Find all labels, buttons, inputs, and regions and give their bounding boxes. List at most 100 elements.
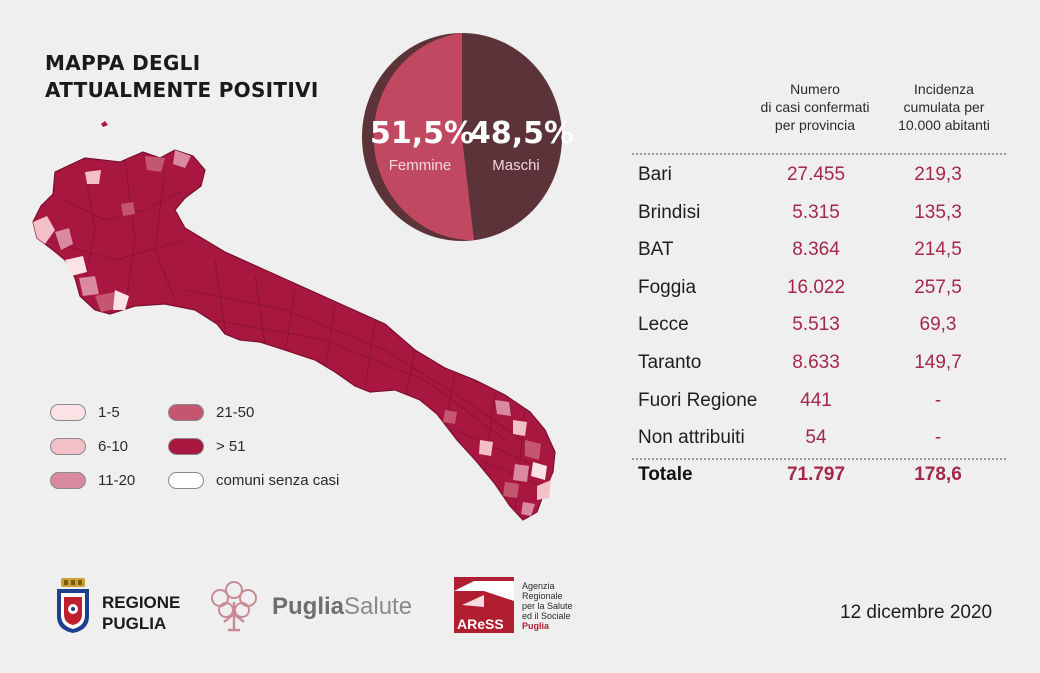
regione-puglia-logo: [55, 578, 91, 639]
table-row: BAT 8.364 214,5: [632, 239, 1006, 275]
legend-swatch: [50, 472, 86, 489]
legend-label: 1-5: [98, 404, 120, 421]
low-case-areas: [33, 150, 551, 516]
row-incidence: 257,5: [914, 276, 962, 298]
row-name: Fuori Regione: [638, 389, 758, 411]
row-cases: 5.513: [792, 314, 840, 336]
table-divider-total: [632, 458, 1006, 460]
aress-logo-text: AReSS: [457, 616, 504, 632]
pie-label-maschi: 48,5% Maschi: [470, 116, 575, 174]
pie-pct-maschi: 48,5%: [470, 116, 575, 151]
puglia-salute-text: PugliaSalute: [272, 593, 412, 621]
row-cases: 16.022: [786, 276, 846, 298]
table-divider: [632, 153, 1006, 155]
legend-label: 6-10: [98, 438, 129, 455]
header-cases-line: Numero: [790, 81, 840, 97]
legend-label: comuni senza casi: [216, 472, 340, 489]
aress-line-puglia: Puglia: [522, 621, 550, 631]
legend-item-11-20: 11-20: [50, 472, 135, 489]
legend-label: 21-50: [216, 404, 255, 421]
header-cases-line: di casi confermati: [760, 99, 870, 115]
legend-swatch: [168, 438, 204, 455]
header-incidence: Incidenza cumulata per 10.000 abitanti: [884, 80, 1004, 134]
table-row: Bari 27.455 219,3: [632, 164, 1006, 200]
legend-label: 11-20: [98, 472, 136, 489]
legend-swatch: [50, 438, 86, 455]
header-cases-line: per provincia: [774, 117, 856, 133]
legend-item-21-50: 21-50: [168, 404, 254, 421]
legend-swatch: [50, 404, 86, 421]
map-title-line-2: ATTUALMENTE POSITIVI: [45, 78, 319, 102]
table-row: Taranto 8.633 149,7: [632, 352, 1006, 388]
row-incidence: 214,5: [914, 239, 962, 261]
row-cases: 5.315: [792, 201, 840, 223]
puglia-salute-light: Salute: [344, 593, 413, 620]
map-title-line-1: MAPPA DEGLI: [45, 51, 201, 75]
puglia-salute-bold: Puglia: [272, 593, 345, 620]
gender-pie-chart: 51,5% Femmine 48,5% Maschi: [362, 33, 575, 241]
row-cases: 54: [805, 427, 827, 449]
table-row-total: Totale 71.797 178,6: [632, 464, 1006, 500]
header-cases: Numero di casi confermati per provincia: [750, 80, 880, 134]
row-name: Brindisi: [638, 201, 701, 223]
legend-item-6-10: 6-10: [50, 438, 128, 455]
header-incidence-line: cumulata per: [903, 99, 985, 115]
table-row: Fuori Regione 441 -: [632, 390, 1006, 426]
report-date: 12 dicembre 2020: [840, 602, 993, 623]
row-incidence: 219,3: [914, 164, 962, 185]
aress-text: Agenzia Regionale per la Salute ed il So…: [522, 581, 573, 631]
puglia-salute-logo: [206, 578, 262, 637]
row-cases: 27.455: [786, 164, 846, 185]
row-name: BAT: [638, 239, 674, 261]
legend-swatch: [168, 404, 204, 421]
header-incidence-line: 10.000 abitanti: [898, 117, 990, 133]
aress-line: ed il Sociale: [522, 611, 571, 621]
pie-slice-femmine: [373, 33, 474, 241]
regione-puglia-text: REGIONE PUGLIA: [102, 592, 180, 634]
aress-line: per la Salute: [522, 601, 573, 611]
row-name: Lecce: [638, 314, 689, 336]
regione-line: REGIONE: [102, 593, 181, 612]
row-name: Non attribuiti: [638, 427, 745, 449]
pie-label-femmine: 51,5% Femmine: [370, 116, 475, 174]
tree-icon: [211, 581, 257, 632]
legend-item-1-5: 1-5: [50, 404, 120, 421]
row-incidence: 69,3: [919, 314, 957, 336]
table-row: Foggia 16.022 257,5: [632, 277, 1006, 313]
table-row: Non attribuiti 54 -: [632, 427, 1006, 463]
legend-item-over-51: > 51: [168, 438, 246, 455]
row-name: Taranto: [638, 352, 702, 373]
row-incidence: -: [934, 427, 942, 449]
legend-item-no-cases: comuni senza casi: [168, 472, 339, 489]
table-row: Brindisi 5.315 135,3: [632, 202, 1006, 238]
regione-puglia-crest-icon: [57, 578, 89, 633]
row-cases: 71.797: [786, 464, 846, 485]
pie-pct-femmine: 51,5%: [370, 116, 475, 151]
row-incidence: 149,7: [914, 352, 962, 373]
row-cases: 8.633: [792, 352, 840, 373]
row-name: Bari: [638, 164, 672, 185]
map-svg: [32, 121, 556, 521]
regione-line: PUGLIA: [102, 614, 167, 633]
puglia-choropleth-map: [25, 110, 575, 530]
pie-svg: [362, 33, 562, 241]
row-incidence: 135,3: [914, 201, 962, 223]
legend-label: > 51: [216, 438, 246, 455]
legend-swatch: [168, 472, 204, 489]
aress-line: Regionale: [522, 591, 563, 601]
row-cases: 441: [800, 389, 832, 411]
row-incidence: 178,6: [914, 464, 962, 485]
aress-logo: AReSS: [454, 577, 514, 638]
map-title: MAPPA DEGLI ATTUALMENTE POSITIVI: [45, 50, 319, 104]
aress-line: Agenzia: [522, 581, 555, 591]
row-name: Totale: [638, 464, 693, 485]
pie-name-femmine: Femmine: [388, 157, 452, 174]
header-incidence-line: Incidenza: [914, 81, 974, 97]
table-row: Lecce 5.513 69,3: [632, 314, 1006, 350]
pie-name-maschi: Maschi: [492, 157, 540, 174]
tremiti-islands: [101, 121, 108, 127]
row-name: Foggia: [638, 276, 697, 298]
row-cases: 8.364: [792, 239, 840, 261]
row-incidence: -: [934, 389, 942, 411]
aress-logo-mark-icon: AReSS: [454, 577, 514, 633]
